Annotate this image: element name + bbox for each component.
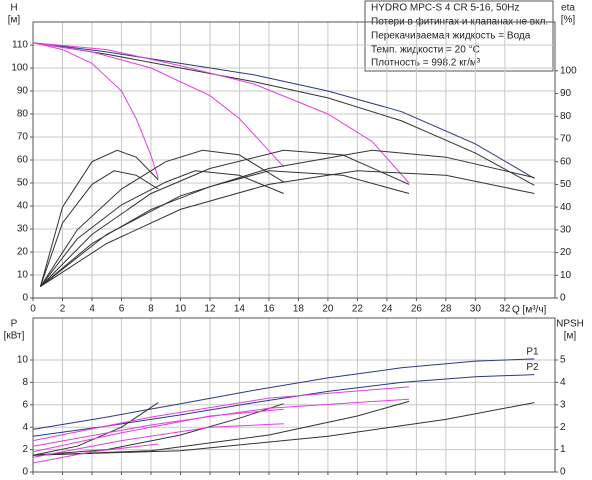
x-tick-label: 20	[322, 304, 334, 315]
y2-tick-label: 5	[560, 355, 566, 366]
x-tick-label: 30	[470, 304, 482, 315]
curve	[32, 408, 284, 453]
curve	[32, 42, 285, 168]
curve	[32, 42, 535, 179]
x-tick-label: 0	[30, 304, 36, 315]
y-tick-label: 2	[22, 444, 28, 455]
x-tick-label: 12	[204, 304, 216, 315]
info-box	[364, 0, 554, 72]
curve	[32, 443, 159, 464]
x-tick-label: 32	[499, 304, 511, 315]
curve	[39, 149, 159, 287]
x-tick-label: 4	[89, 304, 95, 315]
x-tick-label: 14	[234, 304, 246, 315]
curve	[32, 398, 410, 447]
curve	[32, 42, 410, 184]
curve	[40, 170, 535, 288]
y2-tick-label: 90	[560, 88, 572, 99]
info-line: Темп. жидкости = 20 °C	[371, 45, 480, 56]
y-tick-label: 100	[11, 63, 28, 74]
y2-tick-label: 4	[560, 377, 566, 388]
y-tick-label: 70	[17, 132, 29, 143]
y-tick-label: 4	[22, 422, 28, 433]
y-tick-label: 10	[17, 270, 29, 281]
curve	[32, 374, 535, 437]
x-tick-label: 2	[60, 304, 66, 315]
y2-tick-label: 80	[560, 111, 572, 122]
y2-tick-label: 70	[560, 134, 572, 145]
y-axis-unit: [кВт]	[4, 331, 25, 342]
y2-tick-label: 100	[560, 65, 577, 76]
y2-axis-label: eta	[561, 3, 575, 14]
y-axis-label: H	[10, 3, 17, 14]
y2-tick-label: 1	[560, 444, 566, 455]
x-axis-label: Q [м³/ч]	[512, 305, 547, 316]
y-tick-label: 80	[17, 109, 29, 120]
x-tick-label: 22	[352, 304, 364, 315]
info-line: Перекачиваемая жидкость = Вода	[371, 31, 531, 42]
y-tick-label: 30	[17, 224, 29, 235]
y2-tick-label: 0	[560, 467, 566, 478]
y-axis-label: P	[11, 319, 18, 330]
x-tick-label: 26	[411, 304, 423, 315]
y2-tick-label: 3	[560, 399, 566, 410]
y-tick-label: 90	[17, 86, 29, 97]
x-tick-label: 16	[263, 304, 275, 315]
curve	[32, 402, 159, 456]
y-tick-label: 60	[17, 155, 29, 166]
curve	[32, 42, 535, 186]
curve	[32, 386, 410, 442]
curve	[40, 149, 410, 287]
series-label: P1	[526, 347, 539, 358]
y-tick-label: 8	[22, 377, 28, 388]
info-line: Плотность = 998.2 кг/м³	[371, 58, 481, 69]
series-label: P2	[526, 362, 539, 373]
curve	[40, 149, 535, 287]
y-tick-label: 110	[12, 40, 28, 51]
y-axis-unit: [м]	[8, 15, 21, 26]
y-tick-label: 20	[17, 247, 29, 258]
curve	[32, 403, 284, 456]
y2-tick-label: 10	[560, 270, 572, 281]
y2-tick-label: 20	[560, 247, 572, 258]
plot-frame	[32, 21, 556, 299]
curve	[39, 149, 284, 287]
curve	[32, 42, 159, 179]
curve	[32, 402, 535, 456]
x-tick-label: 8	[148, 304, 154, 315]
chart-title: HYDRO MPC-S 4 CR 5-16, 50Hz	[371, 3, 519, 14]
y2-tick-label: 2	[560, 422, 566, 433]
x-tick-label: 10	[175, 304, 187, 315]
y2-tick-label: 0	[560, 293, 566, 304]
y2-axis-unit: [м]	[564, 331, 577, 342]
x-tick-label: 18	[293, 304, 305, 315]
curve	[32, 358, 535, 430]
curve	[32, 423, 284, 458]
curve	[40, 170, 284, 287]
y-tick-label: 0	[22, 293, 28, 304]
x-tick-label: 6	[119, 304, 125, 315]
y2-tick-label: 40	[560, 202, 572, 213]
y-tick-label: 10	[17, 355, 29, 366]
x-tick-label: 24	[381, 304, 393, 315]
y2-axis-unit: [%]	[561, 15, 576, 26]
plot-frame	[32, 317, 556, 473]
y-tick-label: 6	[22, 399, 28, 410]
y-tick-label: 40	[17, 201, 29, 212]
x-tick-label: 28	[440, 304, 452, 315]
y2-tick-label: 30	[560, 224, 572, 235]
y2-axis-label: NPSH	[556, 319, 584, 330]
y-tick-label: 50	[17, 178, 29, 189]
curve	[32, 400, 410, 456]
y2-tick-label: 60	[560, 156, 572, 167]
y2-tick-label: 50	[560, 179, 572, 190]
y-tick-label: 0	[22, 467, 28, 478]
